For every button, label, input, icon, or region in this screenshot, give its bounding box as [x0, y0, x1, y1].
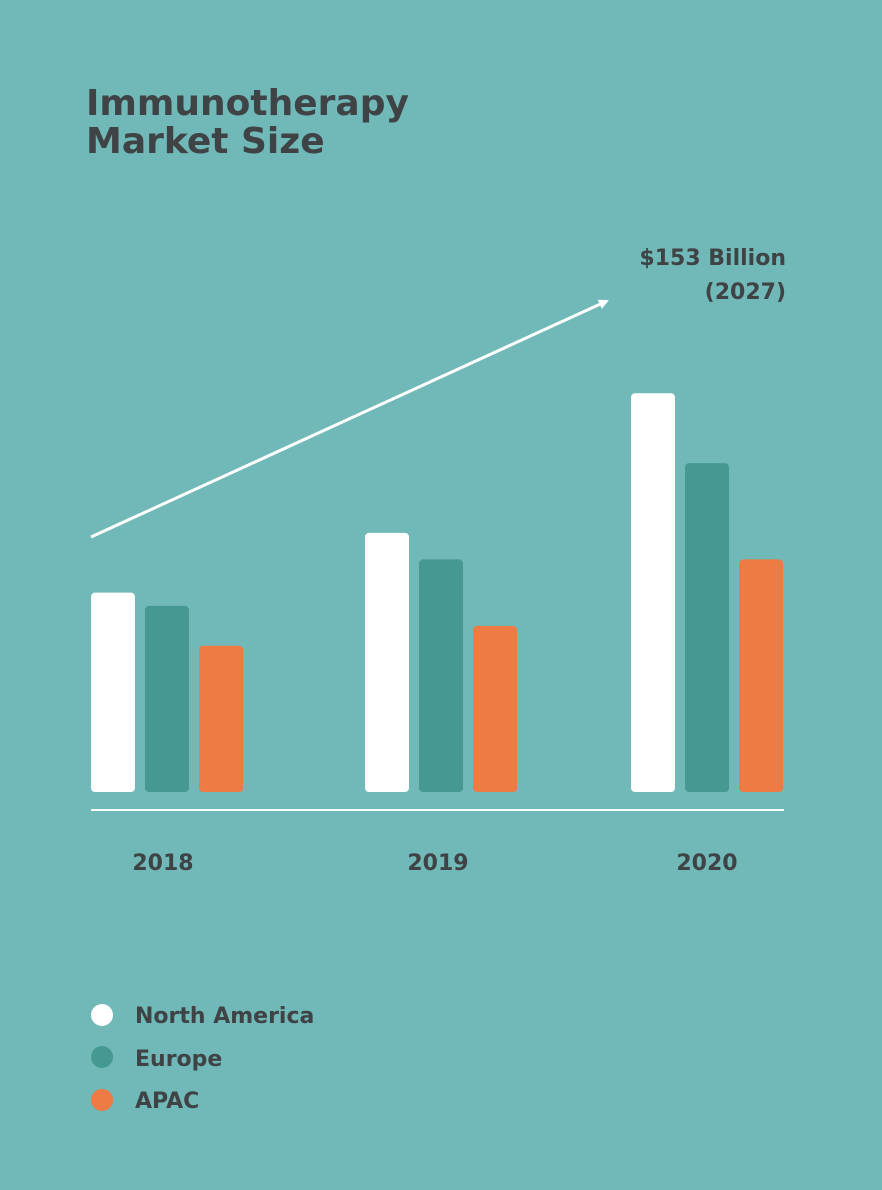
bar-apac-2018 [199, 646, 243, 792]
annotation-value: $153 Billion [639, 246, 786, 271]
legend-label-apac: APAC [135, 1089, 199, 1114]
bar-north-america-2018 [91, 593, 135, 792]
legend-swatch-europe [91, 1046, 113, 1068]
bar-north-america-2019 [365, 533, 409, 792]
legend-swatch-apac [91, 1089, 113, 1111]
x-tick-label: 2020 [676, 851, 737, 876]
legend: North America Europe APAC [91, 1004, 314, 1114]
chart-title-line-1: Immunotherapy [86, 83, 409, 124]
bar-europe-2020 [685, 463, 729, 792]
legend-label-north-america: North America [135, 1004, 314, 1029]
legend-swatch-north-america [91, 1004, 113, 1026]
bar-apac-2019 [473, 626, 517, 792]
legend-label-europe: Europe [135, 1047, 222, 1072]
x-tick-label: 2019 [407, 851, 468, 876]
bar-europe-2019 [419, 559, 463, 792]
bars-group [91, 393, 783, 792]
bar-north-america-2020 [631, 393, 675, 792]
bar-europe-2018 [145, 606, 189, 792]
trend-arrow [91, 301, 607, 537]
x-tick-label: 2018 [132, 851, 193, 876]
bar-apac-2020 [739, 559, 783, 792]
annotation-year: (2027) [705, 280, 786, 305]
chart-title-line-2: Market Size [86, 121, 325, 162]
